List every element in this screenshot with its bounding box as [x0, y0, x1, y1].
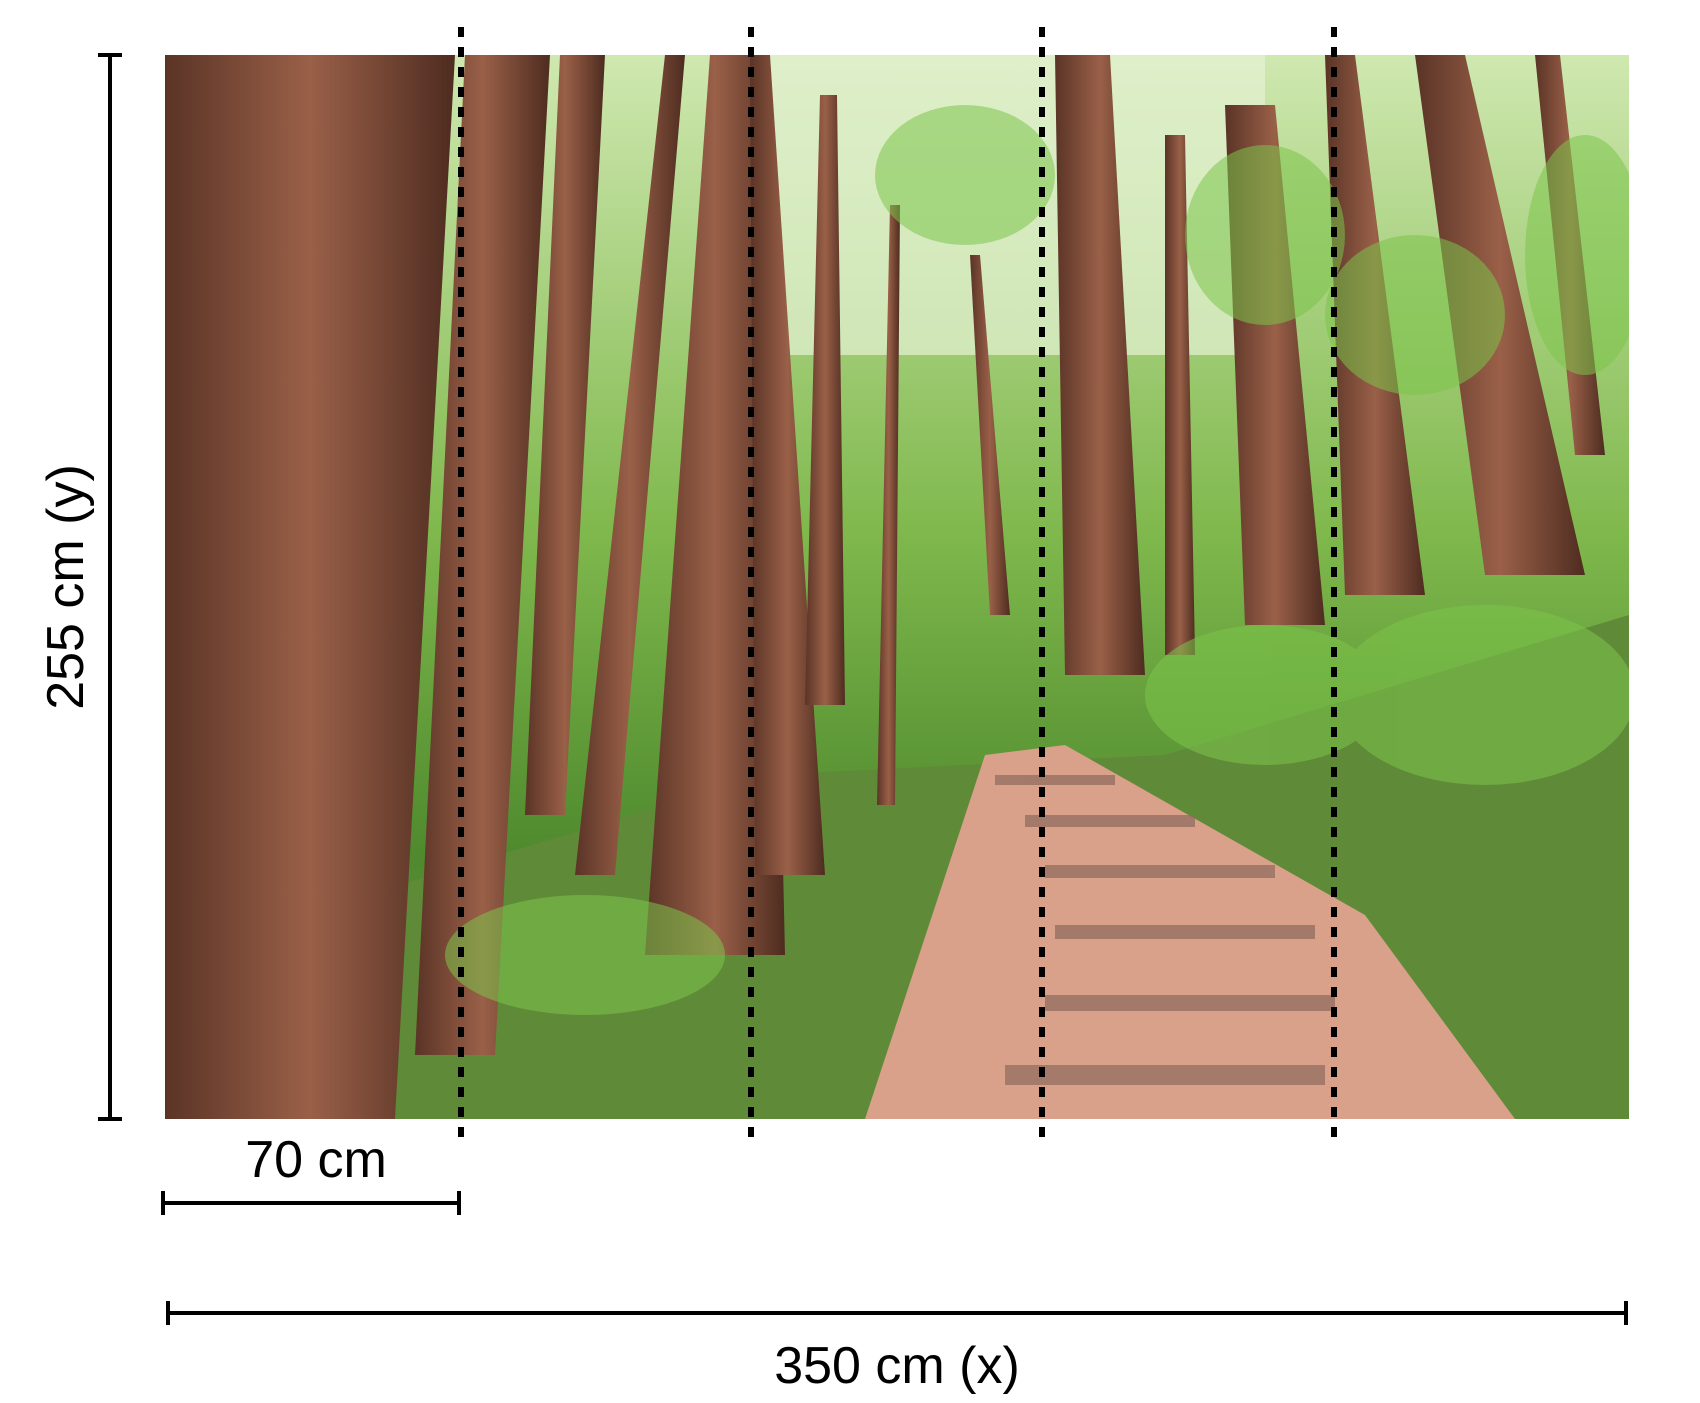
panel-seam-lines — [458, 27, 1337, 1146]
width-dimension-line — [166, 1301, 1628, 1325]
width-label: 350 cm (x) — [774, 1337, 1020, 1395]
height-dimension-line — [98, 53, 122, 1121]
panel-width-label: 70 cm — [245, 1131, 387, 1189]
forest-wallpaper-photo — [165, 55, 1629, 1119]
panel-width-dimension-line — [161, 1191, 461, 1215]
height-label: 255 cm (y) — [37, 464, 95, 710]
